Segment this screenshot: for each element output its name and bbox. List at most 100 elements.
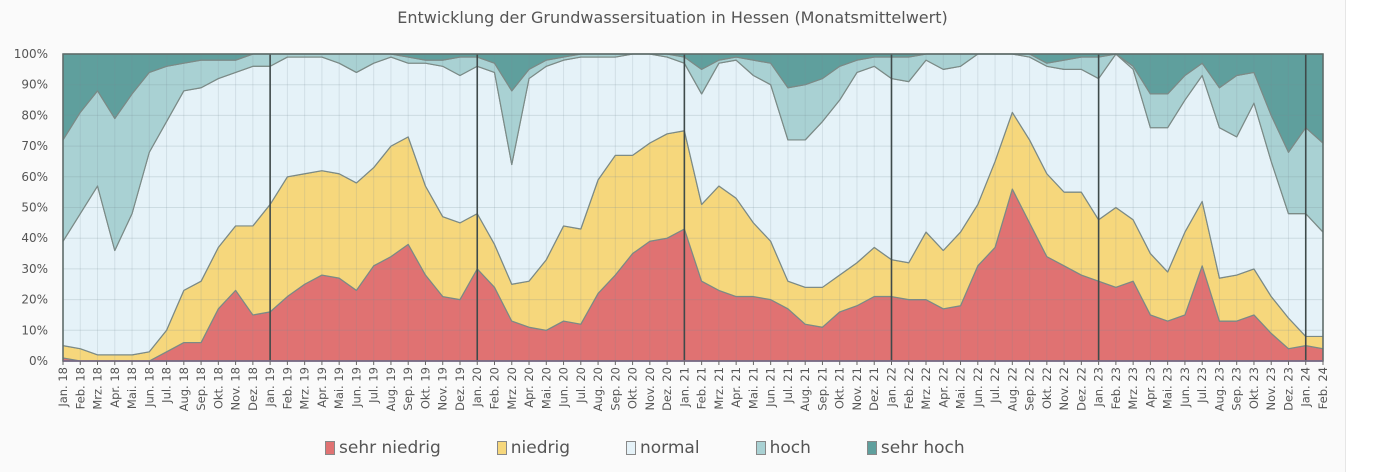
y-tick-label: 60%	[21, 170, 48, 184]
legend-label: sehr niedrig	[339, 438, 441, 458]
x-tick-label: Feb. 19	[280, 367, 294, 409]
x-tick-label: Jan. 24	[1299, 367, 1313, 408]
x-tick-label: Jun. 21	[764, 367, 778, 408]
x-tick-label: Okt. 19	[418, 367, 432, 409]
x-tick-label: Sep. 18	[194, 367, 208, 411]
x-tick-label: Mrz. 20	[505, 367, 519, 410]
y-tick-label: 100%	[14, 47, 48, 61]
x-tick-label: Nov. 23	[1264, 367, 1278, 411]
x-tick-label: Jul. 22	[988, 367, 1002, 404]
legend-swatch	[866, 441, 877, 455]
x-tick-label: Mrz. 23	[1126, 367, 1140, 410]
x-tick-label: Mai. 18	[125, 367, 139, 409]
x-tick-label: Jan. 22	[884, 367, 898, 408]
x-tick-label: Mrz. 21	[712, 367, 726, 410]
stacked-area-chart: 0% 10% 20% 30% 40% 50% 60% 70% 80% 90% 100% Jan. 18…	[14, 47, 1330, 411]
x-tick-label: Jun. 19	[349, 367, 363, 408]
x-tick-label: Jul. 20	[574, 367, 588, 404]
x-tick-label: Nov. 19	[436, 367, 450, 411]
x-tick-label: Mai. 21	[746, 367, 760, 409]
y-tick-label: 70%	[21, 139, 48, 153]
x-tick-label: Sep. 21	[815, 367, 829, 411]
x-tick-label: Apr. 18	[108, 367, 122, 408]
x-tick-label: Okt. 20	[626, 367, 640, 409]
x-tick-label: Mrz. 22	[919, 367, 933, 410]
chart-title: Entwicklung der Grundwassersituation in …	[397, 8, 948, 27]
x-tick-label: Mai. 23	[1161, 367, 1175, 409]
x-tick-label: Dez. 19	[453, 367, 467, 411]
x-tick-label: Nov. 20	[643, 367, 657, 411]
legend-item: hoch	[755, 438, 811, 458]
x-tick-label: Nov. 22	[1057, 367, 1071, 411]
x-tick-label: Okt. 18	[211, 367, 225, 409]
x-tick-label: Feb. 20	[488, 367, 502, 409]
legend-label: hoch	[769, 438, 811, 458]
x-tick-label: Dez. 20	[660, 367, 674, 411]
x-tick-label: Mrz. 18	[91, 367, 105, 410]
x-tick-label: Feb. 23	[1109, 367, 1123, 409]
x-tick-label: Mai. 20	[539, 367, 553, 409]
x-tick-label: Nov. 21	[850, 367, 864, 411]
legend-swatch	[496, 441, 507, 455]
legend-item: sehr niedrig	[325, 438, 441, 458]
y-tick-label: 90%	[21, 78, 48, 92]
x-tick-label: Okt. 22	[1040, 367, 1054, 409]
x-tick-label: Apr. 19	[315, 367, 329, 408]
x-tick-label: Mai. 22	[954, 367, 968, 409]
legend: sehr niedrig niedrig normal hoch sehr hoch	[325, 438, 1021, 458]
x-tick-label: Aug. 23	[1212, 367, 1226, 411]
x-tick-label: Aug. 21	[798, 367, 812, 411]
x-tick-label: Dez. 21	[867, 367, 881, 411]
y-tick-label: 10%	[21, 323, 48, 337]
legend-item: sehr hoch	[866, 438, 965, 458]
x-tick-label: Nov. 18	[229, 367, 243, 411]
x-tick-label: Jan. 21	[677, 367, 691, 408]
x-tick-label: Aug. 20	[591, 367, 605, 411]
x-tick-label: Feb. 21	[695, 367, 709, 409]
y-tick-label: 80%	[21, 108, 48, 122]
y-tick-label: 40%	[21, 231, 48, 245]
x-tick-label: Feb. 18	[73, 367, 87, 409]
x-tick-label: Dez. 22	[1074, 367, 1088, 411]
legend-label: sehr hoch	[880, 438, 965, 458]
x-tick-label: Jun. 18	[142, 367, 156, 408]
x-tick-label: Sep. 19	[401, 367, 415, 411]
x-tick-label: Jan. 18	[56, 367, 70, 408]
x-tick-label: Apr. 22	[936, 367, 950, 408]
x-tick-label: Jun. 20	[557, 367, 571, 408]
y-tick-label: 30%	[21, 262, 48, 276]
legend-swatch	[755, 441, 766, 455]
x-tick-label: Apr. 20	[522, 367, 536, 408]
x-tick-label: Aug. 18	[177, 367, 191, 411]
right-margin	[1345, 0, 1400, 472]
x-tick-label: Jul. 23	[1195, 367, 1209, 404]
x-tick-label: Mai. 19	[332, 367, 346, 409]
x-tick-label: Dez. 23	[1281, 367, 1295, 411]
x-tick-label: Jun. 23	[1178, 367, 1192, 408]
x-tick-label: Apr. 21	[729, 367, 743, 408]
x-tick-label: Apr. 23	[1143, 367, 1157, 408]
x-tick-label: Sep. 20	[608, 367, 622, 411]
x-tick-label: Aug. 19	[384, 367, 398, 411]
y-tick-label: 20%	[21, 293, 48, 307]
legend-item: normal	[626, 438, 700, 458]
x-tick-label: Jul. 21	[781, 367, 795, 404]
x-tick-label: Feb. 24	[1316, 367, 1330, 409]
legend-label: normal	[640, 438, 700, 458]
x-tick-label: Dez. 18	[246, 367, 260, 411]
x-tick-label: Sep. 22	[1023, 367, 1037, 411]
y-tick-label: 0%	[29, 354, 48, 368]
legend-item: niedrig	[496, 438, 570, 458]
x-tick-label: Mrz. 19	[298, 367, 312, 410]
x-tick-label: Okt. 23	[1247, 367, 1261, 409]
x-tick-label: Jul. 19	[367, 367, 381, 404]
x-tick-label: Jul. 18	[160, 367, 174, 404]
legend-swatch	[626, 441, 636, 455]
x-tick-label: Sep. 23	[1230, 367, 1244, 411]
y-tick-label: 50%	[21, 201, 48, 215]
legend-label: niedrig	[510, 438, 570, 458]
x-tick-label: Jan. 19	[263, 367, 277, 408]
x-tick-label: Jan. 23	[1092, 367, 1106, 408]
x-tick-label: Okt. 21	[833, 367, 847, 409]
x-tick-label: Aug. 22	[1005, 367, 1019, 411]
